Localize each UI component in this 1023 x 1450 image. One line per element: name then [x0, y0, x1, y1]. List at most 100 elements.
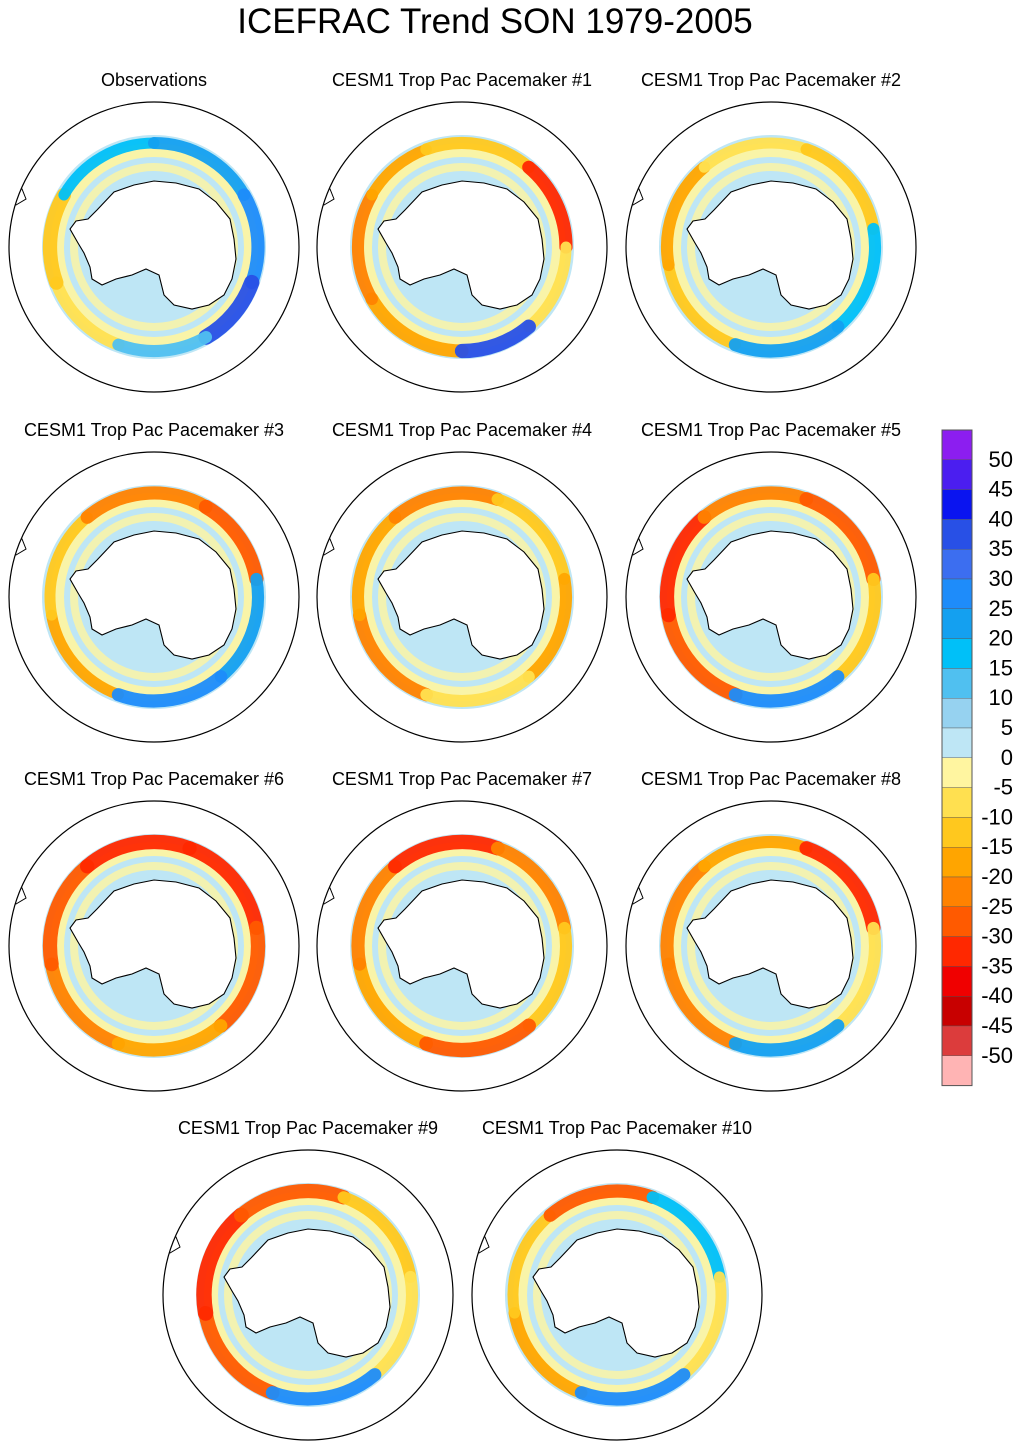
trend-band	[800, 143, 880, 235]
colorbar-box	[941, 519, 973, 550]
colorbar-label: -50	[981, 1043, 1013, 1068]
colorbar-label: 30	[989, 566, 1013, 591]
trend-band	[698, 836, 813, 873]
south-america-coastline	[626, 536, 644, 556]
map-border	[625, 451, 917, 743]
panel-title: CESM1 Trop Pac Pacemaker #2	[641, 70, 901, 90]
colorbar-box	[941, 668, 973, 699]
colorbar-box	[941, 996, 973, 1027]
antarctica-coastline	[377, 530, 545, 660]
trend-band	[663, 259, 741, 351]
colorbar-box	[941, 608, 973, 639]
colorbar-box	[941, 727, 973, 758]
antarctica-coastline	[377, 180, 545, 310]
colorbar-box	[941, 1055, 973, 1086]
panel-title: CESM1 Trop Pac Pacemaker #4	[332, 420, 592, 440]
colorbar-label: 15	[989, 655, 1013, 680]
trend-band	[58, 137, 160, 201]
south-america-coastline	[163, 1234, 181, 1254]
map-panel: CESM1 Trop Pac Pacemaker #8	[625, 769, 917, 1092]
trend-band	[420, 670, 535, 707]
colorbar-box	[941, 817, 973, 848]
colorbar-label: 40	[989, 506, 1013, 531]
map-border	[316, 101, 608, 393]
colorbar-box	[941, 638, 973, 669]
trend-band	[523, 241, 572, 333]
colorbar-label: -15	[981, 834, 1013, 859]
antarctica-coastline	[686, 180, 854, 310]
trend-band	[697, 486, 814, 524]
trend-band	[678, 1271, 727, 1381]
trend-band	[42, 859, 95, 972]
colorbar: 50454035302520151050-5-10-15-20-25-30-35…	[941, 429, 1013, 1087]
trend-band	[491, 841, 571, 935]
map-panel: Observations	[8, 70, 300, 393]
colorbar-box	[941, 757, 973, 788]
colorbar-label: 0	[1001, 745, 1013, 770]
panel-title: CESM1 Trop Pac Pacemaker #9	[178, 1118, 438, 1138]
trend-band	[388, 834, 505, 874]
south-america-coastline	[626, 885, 644, 905]
trend-band	[831, 222, 882, 333]
trend-band	[353, 608, 433, 702]
colorbar-box	[941, 549, 973, 580]
south-america-coastline	[317, 536, 335, 556]
trend-band	[44, 511, 93, 621]
colorbar-label: -40	[981, 983, 1013, 1008]
trend-band	[660, 859, 711, 971]
trend-band	[353, 957, 433, 1051]
trend-band	[214, 572, 265, 683]
colorbar-box	[941, 489, 973, 520]
trend-band	[234, 1183, 351, 1223]
colorbar-label: -25	[981, 894, 1013, 919]
antarctica-coastline	[69, 530, 237, 660]
colorbar-label: -20	[981, 864, 1013, 889]
south-america-coastline	[472, 1234, 490, 1254]
trend-band	[799, 841, 881, 936]
colorbar-label: 10	[989, 685, 1013, 710]
colorbar-box	[941, 876, 973, 907]
trend-band	[661, 607, 743, 702]
trend-band	[662, 957, 742, 1051]
antarctica-coastline	[532, 1228, 700, 1358]
antarctica-coastline	[69, 180, 237, 310]
south-america-coastline	[317, 186, 335, 206]
trend-band	[420, 137, 535, 174]
panel-title: CESM1 Trop Pac Pacemaker #3	[24, 420, 284, 440]
colorbar-label: -35	[981, 953, 1013, 978]
south-america-coastline	[9, 536, 27, 556]
colorbar-label: -5	[993, 775, 1013, 800]
trend-band	[522, 572, 573, 683]
trend-band	[80, 486, 213, 524]
trend-band	[799, 492, 881, 587]
trend-band	[198, 1305, 280, 1400]
colorbar-label: 25	[989, 596, 1013, 621]
colorbar-label: 20	[989, 626, 1013, 651]
colorbar-label: 35	[989, 536, 1013, 561]
panel-title: CESM1 Trop Pac Pacemaker #10	[482, 1118, 752, 1138]
map-border	[471, 1149, 763, 1441]
trend-band	[112, 331, 213, 357]
colorbar-box	[941, 966, 973, 997]
trend-band	[543, 1184, 660, 1222]
map-panel: CESM1 Trop Pac Pacemaker #3	[8, 420, 300, 743]
colorbar-box	[941, 1025, 973, 1056]
colorbar-box	[941, 698, 973, 729]
colorbar-box	[941, 906, 973, 937]
colorbar-box	[941, 429, 973, 460]
trend-band	[111, 670, 228, 708]
colorbar-label: 5	[1001, 715, 1013, 740]
colorbar-frame	[941, 429, 973, 1087]
trend-band	[728, 670, 845, 708]
trend-band	[522, 921, 573, 1032]
south-america-coastline	[9, 885, 27, 905]
colorbar-label: -45	[981, 1013, 1013, 1038]
trend-band	[646, 1191, 726, 1283]
map-panel: CESM1 Trop Pac Pacemaker #2	[625, 70, 917, 393]
trend-band	[237, 188, 265, 290]
colorbar-box	[941, 787, 973, 818]
trend-band	[351, 511, 402, 622]
map-panel: CESM1 Trop Pac Pacemaker #6	[8, 769, 300, 1092]
trend-band	[45, 957, 125, 1051]
